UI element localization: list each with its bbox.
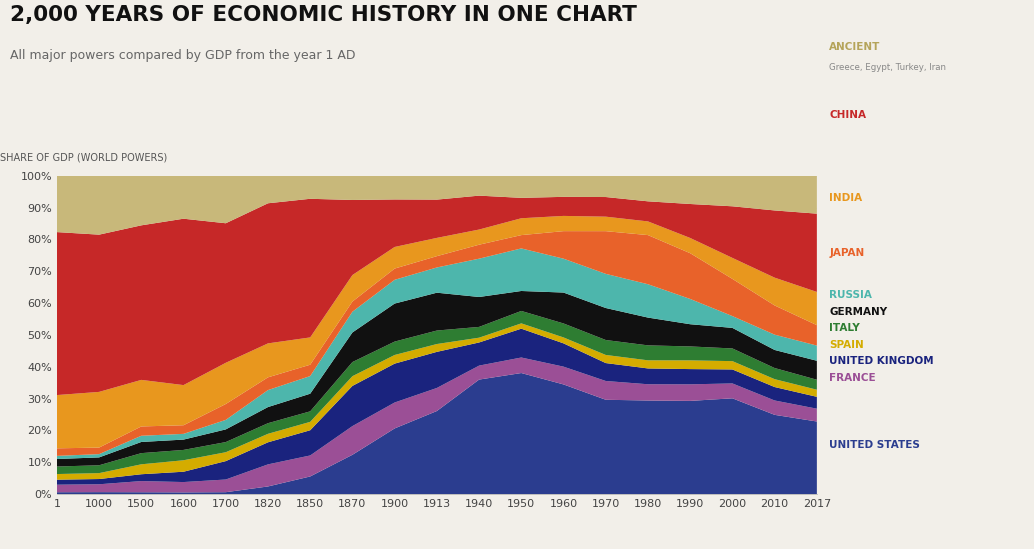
Text: RUSSIA: RUSSIA xyxy=(829,290,872,300)
Text: INDIA: INDIA xyxy=(829,193,862,203)
Text: UNITED STATES: UNITED STATES xyxy=(829,440,920,450)
Text: GERMANY: GERMANY xyxy=(829,307,887,317)
Text: UNITED KINGDOM: UNITED KINGDOM xyxy=(829,356,934,366)
Text: SPAIN: SPAIN xyxy=(829,340,864,350)
Text: CHINA: CHINA xyxy=(829,110,866,120)
Text: JAPAN: JAPAN xyxy=(829,248,864,257)
Text: Greece, Egypt, Turkey, Iran: Greece, Egypt, Turkey, Iran xyxy=(829,63,946,72)
Text: ANCIENT: ANCIENT xyxy=(829,42,881,52)
Text: FRANCE: FRANCE xyxy=(829,373,876,383)
Text: 2,000 YEARS OF ECONOMIC HISTORY IN ONE CHART: 2,000 YEARS OF ECONOMIC HISTORY IN ONE C… xyxy=(10,5,637,25)
Text: All major powers compared by GDP from the year 1 AD: All major powers compared by GDP from th… xyxy=(10,49,356,63)
Text: SHARE OF GDP (WORLD POWERS): SHARE OF GDP (WORLD POWERS) xyxy=(0,153,168,163)
Text: ITALY: ITALY xyxy=(829,323,860,333)
